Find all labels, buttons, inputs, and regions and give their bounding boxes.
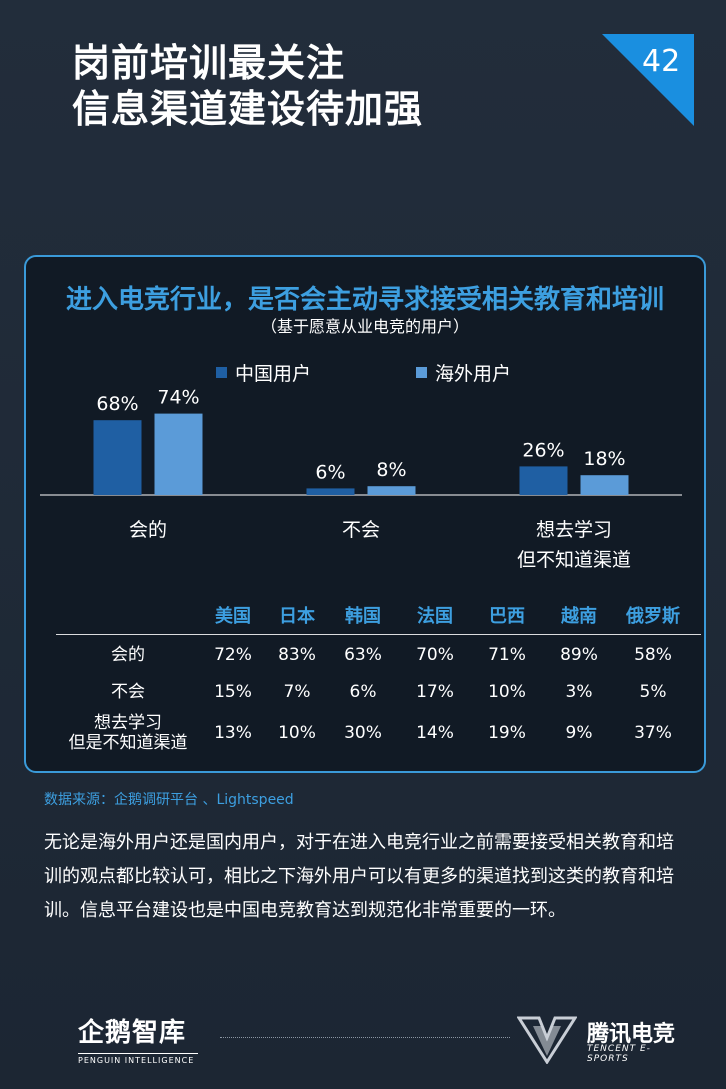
table-cell: 9% xyxy=(565,723,593,743)
table-header-jp: 日本 xyxy=(279,606,315,627)
table-header-vn: 越南 xyxy=(561,606,597,627)
table-cell: 15% xyxy=(214,682,252,702)
bar-overseas-2 xyxy=(580,475,629,495)
chart-panel: 进入电竞行业，是否会主动寻求接受相关教育和培训 （基于愿意从业电竞的用户） 中国… xyxy=(24,255,706,773)
category-label-1: 不会 xyxy=(251,515,471,545)
bar-overseas-0 xyxy=(154,413,203,495)
table-cell: 71% xyxy=(488,645,526,665)
table-cell: 3% xyxy=(565,682,593,702)
page-number: 42 xyxy=(642,44,681,79)
tencent-esports-emblem-icon xyxy=(516,1016,578,1065)
legend-swatch-china xyxy=(216,367,227,378)
penguin-logo-subtext: PENGUIN INTELLIGENCE xyxy=(78,1053,198,1065)
table-header-us: 美国 xyxy=(215,606,251,627)
table-cell: 5% xyxy=(639,682,667,702)
legend-item-china: 中国用户 xyxy=(216,359,311,386)
table-cell: 70% xyxy=(416,645,454,665)
table-cell: 17% xyxy=(416,682,454,702)
data-label-overseas-1: 8% xyxy=(376,459,406,481)
category-label-2-line1: 想去学习 xyxy=(535,519,612,541)
data-label-china-0: 68% xyxy=(96,393,138,415)
table-row-label-1-line1: 不会 xyxy=(111,682,145,702)
legend-label-overseas: 海外用户 xyxy=(435,363,512,385)
table-cell: 10% xyxy=(278,723,316,743)
table-row-label-1: 不会 xyxy=(38,682,218,702)
table-cell: 89% xyxy=(560,645,598,665)
table-cell: 13% xyxy=(214,723,252,743)
table-cell: 37% xyxy=(634,723,672,743)
bar-chart: 68% 6% 26% 74% 8% 18% xyxy=(40,387,682,496)
table-cell: 30% xyxy=(344,723,382,743)
category-label-2: 想去学习 但不知道渠道 xyxy=(464,515,684,575)
page-number-corner xyxy=(602,34,694,126)
table-cell: 10% xyxy=(488,682,526,702)
table-header-ru: 俄罗斯 xyxy=(626,606,680,627)
bar-china-2 xyxy=(519,466,568,495)
data-source: 数据来源：企鹅调研平台 、Lightspeed xyxy=(44,792,294,808)
table-cell: 83% xyxy=(278,645,316,665)
tencent-logo-text: 腾讯电竞 xyxy=(587,1022,676,1047)
tencent-esports-logo: 腾讯电竞 TENCENT E-SPORTS xyxy=(516,1012,687,1065)
table-header-fr: 法国 xyxy=(417,606,453,627)
footer-divider xyxy=(220,1037,510,1038)
bar-china-0 xyxy=(93,420,142,495)
table-header-br: 巴西 xyxy=(489,606,525,627)
category-label-0: 会的 xyxy=(38,515,258,545)
table-cell: 14% xyxy=(416,723,454,743)
table-cell: 6% xyxy=(349,682,377,702)
tencent-logo-subtext: TENCENT E-SPORTS xyxy=(587,1044,651,1064)
table-row-label-2: 想去学习 但是不知道渠道 xyxy=(38,713,218,753)
table-header-kr: 韩国 xyxy=(345,606,381,627)
page-title-line2: 信息渠道建设待加强 xyxy=(72,87,424,131)
category-label-2-line2: 但不知道渠道 xyxy=(516,549,631,571)
bar-china-1 xyxy=(306,488,355,495)
data-label-china-1: 6% xyxy=(315,461,345,483)
table-row-label-0-line1: 会的 xyxy=(111,645,145,665)
table-row-label-0: 会的 xyxy=(38,645,218,665)
data-label-overseas-0: 74% xyxy=(157,387,199,409)
table-cell: 72% xyxy=(214,645,252,665)
penguin-intelligence-logo: 企鹅智库 PENGUIN INTELLIGENCE xyxy=(78,1012,198,1065)
page-title-line1: 岗前培训最关注 xyxy=(72,41,346,85)
table-row-label-2-line1: 想去学习 xyxy=(94,713,162,733)
body-paragraph: 无论是海外用户还是国内用户，对于在进入电竞行业之前需要接受相关教育和培训的观点都… xyxy=(44,832,674,921)
category-label-1-line1: 不会 xyxy=(341,519,380,541)
penguin-logo-text: 企鹅智库 xyxy=(78,1018,187,1048)
legend-item-overseas: 海外用户 xyxy=(416,359,511,386)
table-cell: 7% xyxy=(283,682,311,702)
chart-subtitle: （基于愿意从业电竞的用户） xyxy=(260,317,469,336)
legend-label-china: 中国用户 xyxy=(235,363,312,385)
table-row-label-2-line2: 但是不知道渠道 xyxy=(68,733,188,753)
chart-title: 进入电竞行业，是否会主动寻求接受相关教育和培训 xyxy=(65,285,664,315)
table-divider xyxy=(56,634,701,635)
category-label-0-line1: 会的 xyxy=(128,519,167,541)
page-title: 岗前培训最关注 信息渠道建设待加强 xyxy=(72,40,423,132)
table-cell: 63% xyxy=(344,645,382,665)
data-label-overseas-2: 18% xyxy=(583,448,625,470)
data-label-china-2: 26% xyxy=(522,439,564,461)
table-cell: 58% xyxy=(634,645,672,665)
bar-overseas-1 xyxy=(367,486,416,495)
table-cell: 19% xyxy=(488,723,526,743)
legend-swatch-overseas xyxy=(416,367,427,378)
